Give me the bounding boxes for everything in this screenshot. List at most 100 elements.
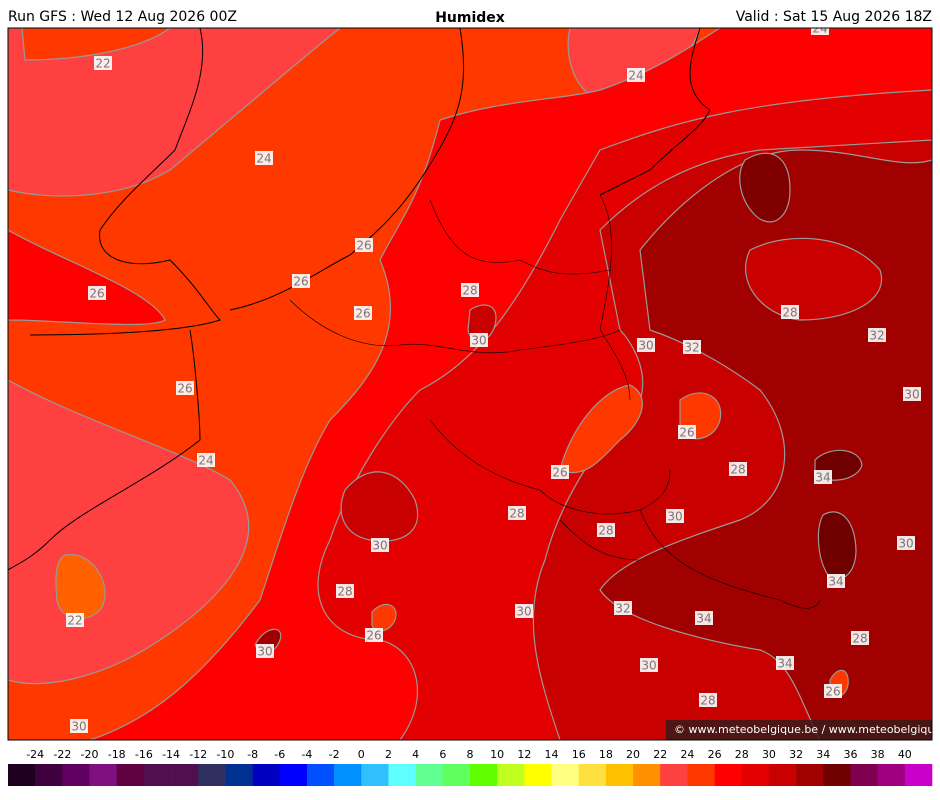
- contour-label: 28: [852, 632, 867, 646]
- colorbar-swatch: [823, 764, 851, 786]
- contour-label: 32: [615, 602, 630, 616]
- contour-label: 30: [257, 645, 272, 659]
- contour-label: 28: [509, 507, 524, 521]
- contour-label: 30: [904, 388, 919, 402]
- colorbar-swatch: [633, 764, 661, 786]
- colorbar-swatch: [578, 764, 607, 786]
- colorbar-tick-label: 36: [843, 748, 857, 761]
- colorbar-swatch: [442, 764, 471, 786]
- contour-label: 28: [337, 585, 352, 599]
- colorbar-tick-label: 4: [412, 748, 419, 761]
- colorbar-tick-label: -10: [216, 748, 234, 761]
- colorbar-swatch: [116, 764, 145, 786]
- contour-label-box: [695, 611, 713, 625]
- colorbar-tick-label: 34: [816, 748, 830, 761]
- colorbar-tick-label: -2: [329, 748, 340, 761]
- colorbar-swatch: [877, 764, 906, 786]
- contour-label: 34: [815, 471, 830, 485]
- contour-label: 28: [782, 306, 797, 320]
- colorbar-swatch: [768, 764, 797, 786]
- contour-label-box: [666, 509, 684, 523]
- field-30: [340, 471, 419, 542]
- colorbar: -24 -22 -20 -18 -16 -14 -12 -10 -8 -6 -4 -2 0 2 4 6 8 10 1…: [8, 748, 933, 786]
- contour-label-box: [66, 613, 84, 627]
- contour-label: 26: [825, 685, 840, 699]
- colorbar-tick-label: 28: [735, 748, 749, 761]
- contour-label-box: [824, 684, 842, 698]
- contour-label-box: [811, 28, 829, 35]
- colorbar-swatch: [470, 764, 498, 786]
- contour-label: 30: [372, 539, 387, 553]
- contour-label-box: [776, 656, 794, 670]
- colorbar-swatch: [741, 764, 770, 786]
- colorbar-tick-label: -6: [274, 748, 285, 761]
- colorbar-tick-label: -4: [301, 748, 312, 761]
- colorbar-swatch: [524, 764, 552, 786]
- contour-label: 34: [696, 612, 711, 626]
- copyright-bg: [666, 720, 932, 740]
- colorbar-tick-label: -14: [162, 748, 180, 761]
- field-22: [8, 28, 341, 197]
- colorbar-tick-label: 0: [358, 748, 365, 761]
- map-frame: [7, 27, 933, 741]
- colorbar-tick-label: -20: [81, 748, 99, 761]
- contour-label: 26: [552, 466, 567, 480]
- contour-label: 30: [516, 605, 531, 619]
- contour-label-box: [470, 333, 488, 347]
- colorbar-tick-label: -16: [135, 748, 153, 761]
- colorbar-swatch: [8, 764, 36, 786]
- contour-label-box: [508, 506, 526, 520]
- border: [289, 194, 821, 609]
- colorbar-tick-label: 38: [871, 748, 885, 761]
- colorbar-tick-label: -12: [189, 748, 207, 761]
- contour-label: 28: [462, 284, 477, 298]
- colorbar-swatch: [334, 764, 362, 786]
- contour-label-box: [729, 462, 747, 476]
- contour-label-box: [699, 693, 717, 707]
- colorbar-swatch: [687, 764, 715, 786]
- contour-label: 28: [598, 524, 613, 538]
- colorbar-tick-label: 2: [385, 748, 392, 761]
- colorbar-tick-label: 6: [439, 748, 446, 761]
- contour-labels: 22 24 24 24 26 26 26 26 28 28 30 30 32 32 30 26 26 24 26 28…: [66, 22, 921, 734]
- contour-label-box: [851, 631, 869, 645]
- field-34: [817, 511, 857, 580]
- contour-label: 26: [177, 382, 192, 396]
- map-title: Humidex: [435, 10, 505, 26]
- field-30: [745, 237, 883, 321]
- contour-label: 30: [638, 339, 653, 353]
- contour-label: 22: [95, 57, 110, 71]
- contour-label-box: [371, 538, 389, 552]
- contour-label: 30: [471, 334, 486, 348]
- run-info: Run GFS : Wed 12 Aug 2026 00Z: [8, 9, 237, 25]
- contour-label: 28: [730, 463, 745, 477]
- coastline: [8, 28, 711, 571]
- contour-label-box: [781, 305, 799, 319]
- map: 22 24 24 24 26 26 26 26 28 28 30 30 32 32 30 26 26 24 26 28…: [8, 22, 932, 740]
- contour-label-box: [827, 574, 845, 588]
- colorbar-swatch: [605, 764, 634, 786]
- contour-label: 34: [828, 575, 843, 589]
- colorbar-swatch: [198, 764, 226, 786]
- contour-label-box: [255, 151, 273, 165]
- contour-label-box: [627, 68, 645, 82]
- contour-label: 30: [667, 510, 682, 524]
- contour-label-box: [70, 719, 88, 733]
- colorbar-swatch: [62, 764, 90, 786]
- contour-label: 24: [628, 69, 643, 83]
- colorbar-swatch: [660, 764, 688, 786]
- contour-label-box: [683, 340, 701, 354]
- contour-label-box: [515, 604, 533, 618]
- contour-label-box: [336, 584, 354, 598]
- contour-label-box: [176, 381, 194, 395]
- contour-label: 24: [812, 22, 827, 36]
- colorbar-swatch: [143, 764, 172, 786]
- colorbar-swatch: [850, 764, 878, 786]
- colorbar-swatch: [35, 764, 63, 786]
- contour-label: 28: [700, 694, 715, 708]
- colorbar-tick-label: -24: [26, 748, 44, 761]
- colorbar-swatch: [497, 764, 525, 786]
- colorbar-tick-label: 14: [545, 748, 559, 761]
- field-34: [739, 152, 791, 223]
